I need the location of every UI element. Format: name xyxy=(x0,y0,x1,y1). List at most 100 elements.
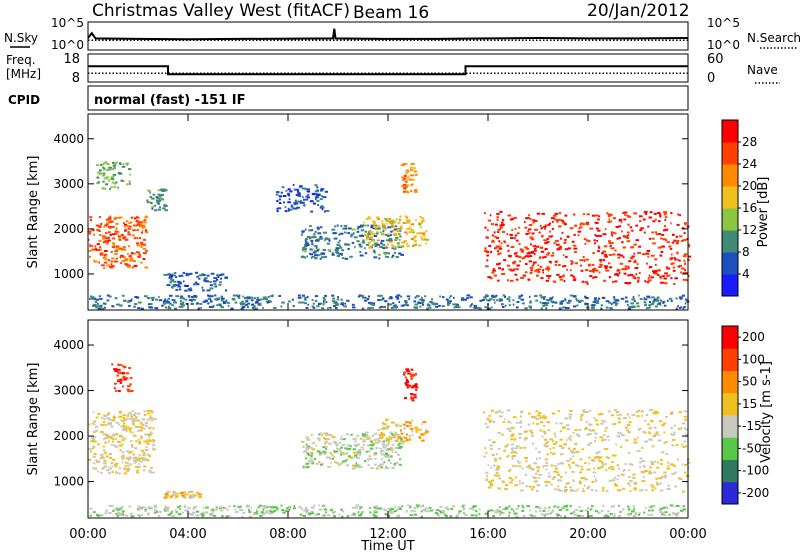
data-cell-region-0 xyxy=(117,231,120,234)
data-cell-region-3 xyxy=(352,451,357,454)
data-cell-region-6 xyxy=(488,439,491,442)
data-cell-region-8 xyxy=(528,260,532,263)
data-cell-region-9 xyxy=(643,298,648,301)
data-cell-region-0 xyxy=(152,448,157,451)
data-cell-region-9 xyxy=(246,306,250,309)
data-cell-region-6 xyxy=(628,421,632,424)
data-cell-region-9 xyxy=(222,301,226,304)
data-cell-region-6 xyxy=(603,438,607,441)
data-cell-region-4 xyxy=(409,422,412,425)
data-cell-region-5 xyxy=(338,239,341,242)
colorbar-tick-label: -200 xyxy=(742,486,769,500)
data-cell-region-3 xyxy=(209,284,213,287)
data-cell-region-0 xyxy=(119,238,122,241)
data-cell-region-9 xyxy=(663,304,667,307)
data-cell-region-6 xyxy=(553,432,556,435)
data-cell-region-8 xyxy=(507,214,512,217)
data-cell-region-3 xyxy=(325,446,328,448)
data-cell-region-8 xyxy=(528,224,533,226)
data-cell-region-0 xyxy=(120,425,123,428)
data-cell-region-9 xyxy=(542,296,547,298)
data-cell-region-9 xyxy=(392,302,395,305)
data-cell-region-8 xyxy=(614,280,618,283)
data-cell-region-5 xyxy=(414,384,418,387)
data-cell-region-3 xyxy=(220,277,223,280)
colorbar-segment xyxy=(722,186,738,209)
data-cell-region-6 xyxy=(412,245,415,247)
data-cell-region-9 xyxy=(493,301,496,304)
data-cell-region-6 xyxy=(637,409,641,412)
data-cell-region-4 xyxy=(301,196,304,199)
data-cell-region-8 xyxy=(599,260,602,263)
data-cell-region-6 xyxy=(489,444,493,447)
data-cell-region-6 xyxy=(611,468,615,471)
data-cell-region-0 xyxy=(125,457,130,460)
data-cell-region-8 xyxy=(645,252,650,255)
data-cell-region-8 xyxy=(648,216,652,219)
data-cell-region-8 xyxy=(647,279,652,282)
data-cell-region-6 xyxy=(603,447,606,450)
data-cell-region-6 xyxy=(633,441,638,444)
data-cell-region-6 xyxy=(559,453,564,456)
data-cell-region-7 xyxy=(201,515,205,518)
data-cell-region-6 xyxy=(569,438,572,441)
data-cell-region-1 xyxy=(102,180,105,183)
data-cell-region-8 xyxy=(545,253,550,256)
data-cell-region-7 xyxy=(403,186,407,189)
data-cell-region-7 xyxy=(668,513,671,516)
data-cell-region-6 xyxy=(544,484,549,487)
power-ylabel: Slant Range [km] xyxy=(26,156,41,269)
data-cell-region-6 xyxy=(510,434,515,437)
data-cell-region-4 xyxy=(306,190,311,193)
data-cell-region-9 xyxy=(190,296,194,298)
data-cell-region-4 xyxy=(387,437,391,440)
data-cell-region-8 xyxy=(591,214,596,217)
data-cell-region-6 xyxy=(421,232,426,235)
data-cell-region-8 xyxy=(660,251,664,253)
data-cell-region-8 xyxy=(654,231,657,234)
data-cell-region-8 xyxy=(487,276,491,279)
data-cell-region-4 xyxy=(396,433,400,436)
data-cell-region-3 xyxy=(306,447,310,450)
data-cell-region-6 xyxy=(656,481,659,484)
data-cell-region-8 xyxy=(550,254,555,257)
data-cell-region-9 xyxy=(575,297,578,300)
data-cell-region-6 xyxy=(554,435,556,438)
data-cell-region-3 xyxy=(311,462,315,465)
data-cell-region-7 xyxy=(401,185,406,188)
data-cell-region-4 xyxy=(421,423,423,426)
data-cell-region-0 xyxy=(149,471,152,474)
data-cell-region-8 xyxy=(594,214,599,217)
data-cell-region-9 xyxy=(221,297,225,300)
data-cell-region-7 xyxy=(209,514,214,517)
data-cell-region-0 xyxy=(143,465,147,468)
data-cell-region-7 xyxy=(369,511,372,514)
data-cell-region-7 xyxy=(672,512,675,514)
data-cell-region-2 xyxy=(149,202,153,204)
data-cell-region-8 xyxy=(579,259,584,262)
data-cell-region-4 xyxy=(400,439,403,442)
data-cell-region-9 xyxy=(398,301,401,303)
data-cell-region-0 xyxy=(127,227,131,230)
data-cell-region-6 xyxy=(627,451,631,454)
data-cell-region-6 xyxy=(421,217,424,220)
data-cell-region-6 xyxy=(579,480,582,483)
data-cell-region-4 xyxy=(320,188,325,191)
data-cell-region-9 xyxy=(504,304,507,307)
data-cell-region-7 xyxy=(612,515,616,518)
data-cell-region-7 xyxy=(651,509,654,512)
data-cell-region-6 xyxy=(641,446,644,449)
data-cell-region-3 xyxy=(163,273,168,276)
data-cell-region-8 xyxy=(497,231,500,234)
data-cell-region-4 xyxy=(406,433,408,436)
data-cell-region-3 xyxy=(335,447,340,450)
data-cell-region-0 xyxy=(110,260,113,263)
data-cell-region-8 xyxy=(562,254,565,257)
data-cell-region-8 xyxy=(608,276,612,279)
data-cell-region-6 xyxy=(663,431,666,434)
data-cell-region-6 xyxy=(388,218,391,221)
data-cell-region-3 xyxy=(310,460,314,463)
data-cell-region-0 xyxy=(127,266,131,268)
data-cell-region-6 xyxy=(367,241,371,244)
data-cell-region-6 xyxy=(586,487,590,490)
